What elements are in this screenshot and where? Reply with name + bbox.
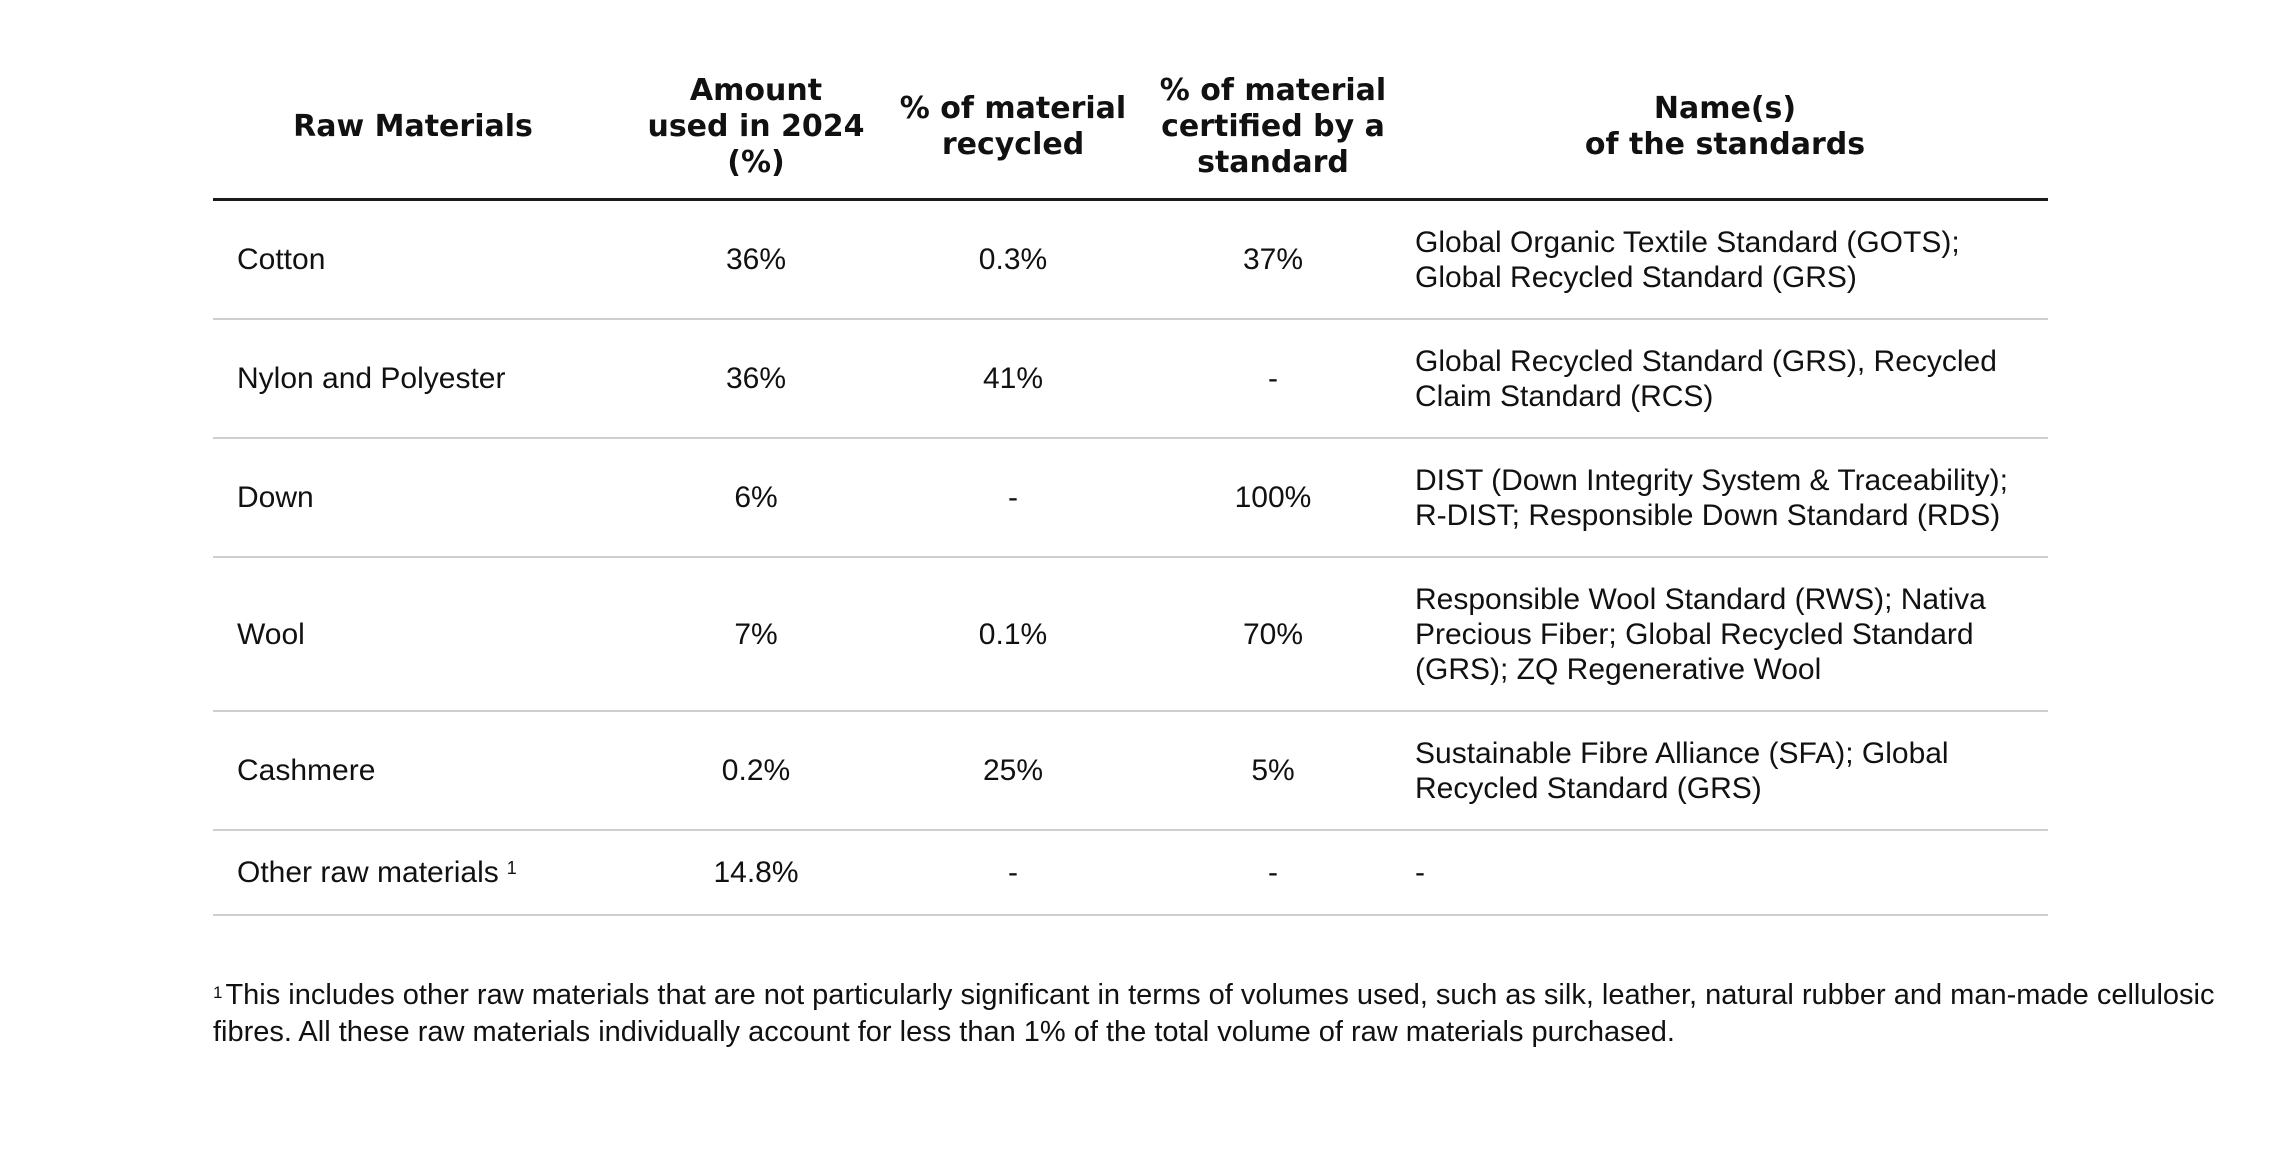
cell-amount: 36% — [725, 362, 787, 395]
cell-standards: - — [1415, 856, 1425, 889]
footnote-number: 1 — [213, 983, 223, 1002]
cell-standards: Sustainable Fibre Alliance (SFA); Global… — [1415, 736, 1949, 805]
cell-recycled: 0.3% — [978, 243, 1048, 276]
cell-certified: 100% — [1234, 481, 1312, 514]
table-header: Raw Materials Amount used in 2024 (%) % … — [213, 58, 2048, 201]
table-row: Cashmere 0.2% 25% 5% Sustainable Fibre A… — [213, 712, 2048, 831]
cell-standards: DIST (Down Integrity System & Traceabili… — [1415, 463, 2008, 532]
header-amount-used: Amount used in 2024 (%) — [647, 72, 865, 180]
cell-standards: Global Recycled Standard (GRS), Recycled… — [1415, 344, 1997, 413]
cell-material: Nylon and Polyester — [237, 362, 506, 395]
footnote-text: This includes other raw materials that a… — [213, 979, 2215, 1048]
cell-material: Wool — [237, 617, 305, 651]
cell-standards: Global Organic Textile Standard (GOTS); … — [1415, 225, 1960, 294]
cell-standards: Responsible Wool Standard (RWS); Nativa … — [1415, 582, 1986, 686]
table-row: Other raw materials 1 14.8% - - - — [213, 831, 2048, 916]
cell-certified: - — [1268, 362, 1278, 395]
cell-recycled: 25% — [982, 754, 1044, 787]
header-raw-materials: Raw Materials — [293, 108, 533, 144]
cell-material: Down — [237, 481, 314, 514]
cell-material: Other raw materials 1 — [237, 831, 627, 914]
footnote: 1 This includes other raw materials that … — [213, 977, 2253, 1051]
cell-material: Cashmere — [237, 754, 376, 787]
cell-certified: 70% — [1242, 617, 1304, 651]
cell-amount: 14.8% — [713, 856, 799, 889]
cell-recycled: 41% — [982, 362, 1044, 395]
table-row: Nylon and Polyester 36% 41% - Global Rec… — [213, 320, 2048, 439]
cell-certified: - — [1268, 856, 1278, 889]
cell-recycled: 0.1% — [978, 617, 1048, 651]
cell-amount: 36% — [725, 243, 787, 276]
footnote-marker: 1 — [506, 858, 517, 878]
cell-amount: 7% — [734, 617, 778, 651]
header-percent-certified: % of material certified by a standard — [1159, 72, 1387, 180]
header-percent-recycled: % of material recycled — [899, 90, 1127, 162]
table-row: Wool 7% 0.1% 70% Responsible Wool Standa… — [213, 558, 2048, 712]
cell-material: Cotton — [237, 243, 326, 276]
header-standard-names: Name(s) of the standards — [1584, 90, 1866, 162]
cell-certified: 5% — [1251, 754, 1295, 787]
cell-recycled: - — [1008, 856, 1018, 889]
cell-amount: 6% — [734, 481, 778, 514]
raw-materials-table: Raw Materials Amount used in 2024 (%) % … — [213, 58, 2048, 916]
cell-certified: 37% — [1242, 243, 1304, 276]
table-row: Down 6% - 100% DIST (Down Integrity Syst… — [213, 439, 2048, 558]
table-row: Cotton 36% 0.3% 37% Global Organic Texti… — [213, 201, 2048, 320]
cell-amount: 0.2% — [721, 754, 791, 787]
cell-recycled: - — [1008, 481, 1018, 514]
